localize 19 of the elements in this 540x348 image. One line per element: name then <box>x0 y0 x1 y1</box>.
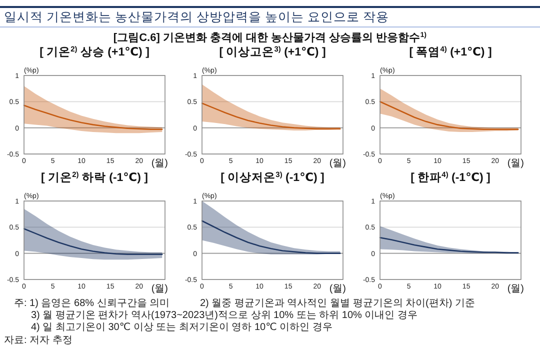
text: 2) 월중 평균기온과 역사적인 월별 평균기온의 차이(편차) 기준 <box>200 298 475 309</box>
chart-title: [ 기온$^{2)}$ 하락 (-1℃) ] <box>41 170 148 184</box>
x-axis-title: (월) <box>329 284 346 294</box>
text: 주: 1) 음영은 68% 신뢰구간을 의미 <box>14 298 170 309</box>
chart-title: [ 기온$^{2)}$ 상승 (+1℃) ] <box>40 44 150 58</box>
x-axis-title: (월) <box>507 284 524 294</box>
chart-title: [ 이상저온$^{3)}$ (-1℃) ] <box>220 170 325 184</box>
text: 자료: 저자 추정 <box>4 335 72 346</box>
chart-title: [ 폭염$^{4)}$ (+1℃) ] <box>409 44 492 58</box>
x-axis-title: (월) <box>151 284 168 294</box>
x-axis-title: (월) <box>329 158 346 169</box>
text: 3) 월 평균기온 편차가 역사(1973~2023년)적으로 상위 10% 또는 하위 10% 이내인 경우 <box>31 310 418 321</box>
x-axis-title: (월) <box>507 158 524 169</box>
x-axis-title: (월) <box>151 158 168 169</box>
text: 4) 일 최고기온이 30℃ 이상 또는 최저기온이 영하 10℃ 이하인 경우 <box>31 322 332 333</box>
chart-title: [ 이상고온$^{3)}$ (+1℃) ] <box>219 44 326 58</box>
text: [그림C.6] 기온변화 충격에 대한 농산물가격 상승률의 반응함수$^{1)}$ <box>113 31 428 44</box>
text: 일시적 기온변화는 농산물가격의 상방압력을 높이는 요인으로 작용 <box>4 10 389 24</box>
chart-title: [ 한파$^{4)}$ (-1℃) ] <box>410 170 491 184</box>
